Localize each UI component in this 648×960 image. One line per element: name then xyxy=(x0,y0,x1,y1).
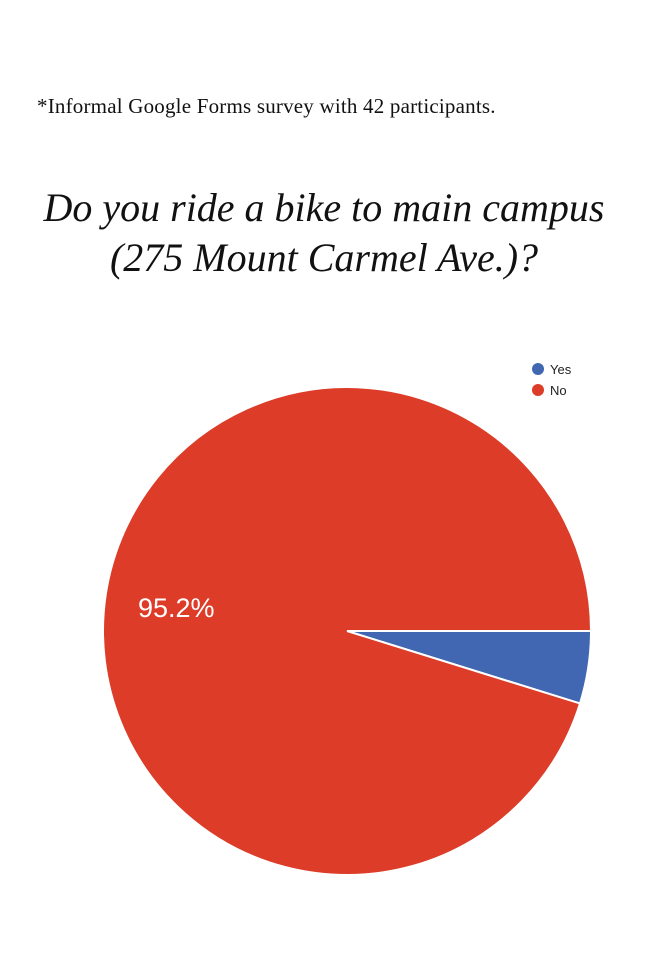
survey-footnote: *Informal Google Forms survey with 42 pa… xyxy=(37,94,496,118)
legend-swatch-no xyxy=(532,384,544,396)
title-line-2: (275 Mount Carmel Ave.)? xyxy=(109,235,539,280)
chart-legend: Yes No xyxy=(532,362,572,398)
legend-swatch-yes xyxy=(532,363,544,375)
pie-slice-no xyxy=(102,386,593,876)
pie-label-no: 95.2% xyxy=(138,593,215,623)
legend-label-no: No xyxy=(550,383,567,398)
title-line-1: Do you ride a bike to main campus xyxy=(43,185,605,230)
pie-data-labels: 95.2% xyxy=(138,593,215,623)
page-title: Do you ride a bike to main campus (275 M… xyxy=(0,183,648,283)
pie-slices xyxy=(102,386,593,876)
legend-label-yes: Yes xyxy=(550,362,572,377)
